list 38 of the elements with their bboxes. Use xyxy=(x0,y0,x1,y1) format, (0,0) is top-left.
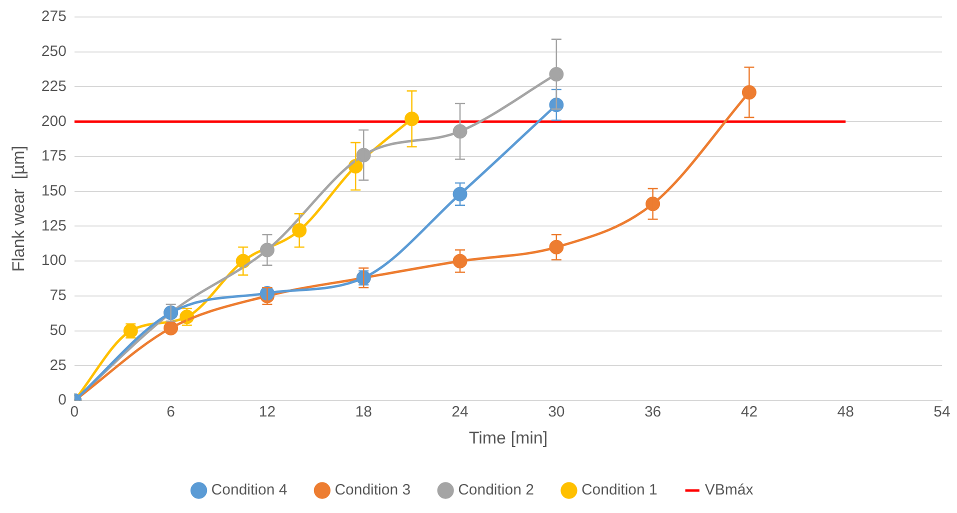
x-tick-label: 42 xyxy=(740,404,758,421)
legend-label: Condition 4 xyxy=(211,482,288,499)
x-tick-label: 12 xyxy=(258,404,276,421)
x-axis-title: Time [min] xyxy=(468,428,548,448)
y-tick-label: 275 xyxy=(41,8,66,26)
point xyxy=(356,148,371,162)
x-tick-label: 30 xyxy=(548,404,565,421)
legend-label: Condition 3 xyxy=(334,482,411,499)
y-tick-label: 150 xyxy=(41,182,66,200)
legend-label: Condition 1 xyxy=(581,482,658,499)
x-tick-label: 24 xyxy=(452,404,468,421)
x-tick-label: 36 xyxy=(644,404,662,421)
y-tick-label: 50 xyxy=(50,322,66,339)
point xyxy=(404,112,420,126)
point xyxy=(549,240,564,254)
point xyxy=(452,186,468,202)
y-tick-label: 250 xyxy=(41,43,66,60)
y-tick-label: 200 xyxy=(41,112,66,130)
legend-label: VBmáx xyxy=(704,482,754,499)
x-tick-label: 0 xyxy=(70,404,79,421)
y-tick-label: 75 xyxy=(50,287,66,304)
y-tick-label: 0 xyxy=(58,392,66,409)
x-tick-label: 18 xyxy=(355,404,372,421)
legend-label: Condition 2 xyxy=(458,482,534,499)
x-tick-label: 54 xyxy=(934,404,950,421)
x-tick-label: 6 xyxy=(166,404,175,421)
point xyxy=(452,124,468,139)
y-axis-title: Flank wear [µm] xyxy=(8,146,28,272)
y-tick-label: 125 xyxy=(41,217,66,234)
y-tick-label: 225 xyxy=(41,78,66,95)
point xyxy=(549,66,564,82)
y-tick-label: 175 xyxy=(41,148,66,165)
point xyxy=(452,254,468,268)
x-tick-label: 48 xyxy=(837,404,854,421)
point xyxy=(742,85,756,100)
y-tick-label: 25 xyxy=(50,356,66,374)
point xyxy=(164,320,178,336)
y-tick-label: 100 xyxy=(41,252,66,270)
